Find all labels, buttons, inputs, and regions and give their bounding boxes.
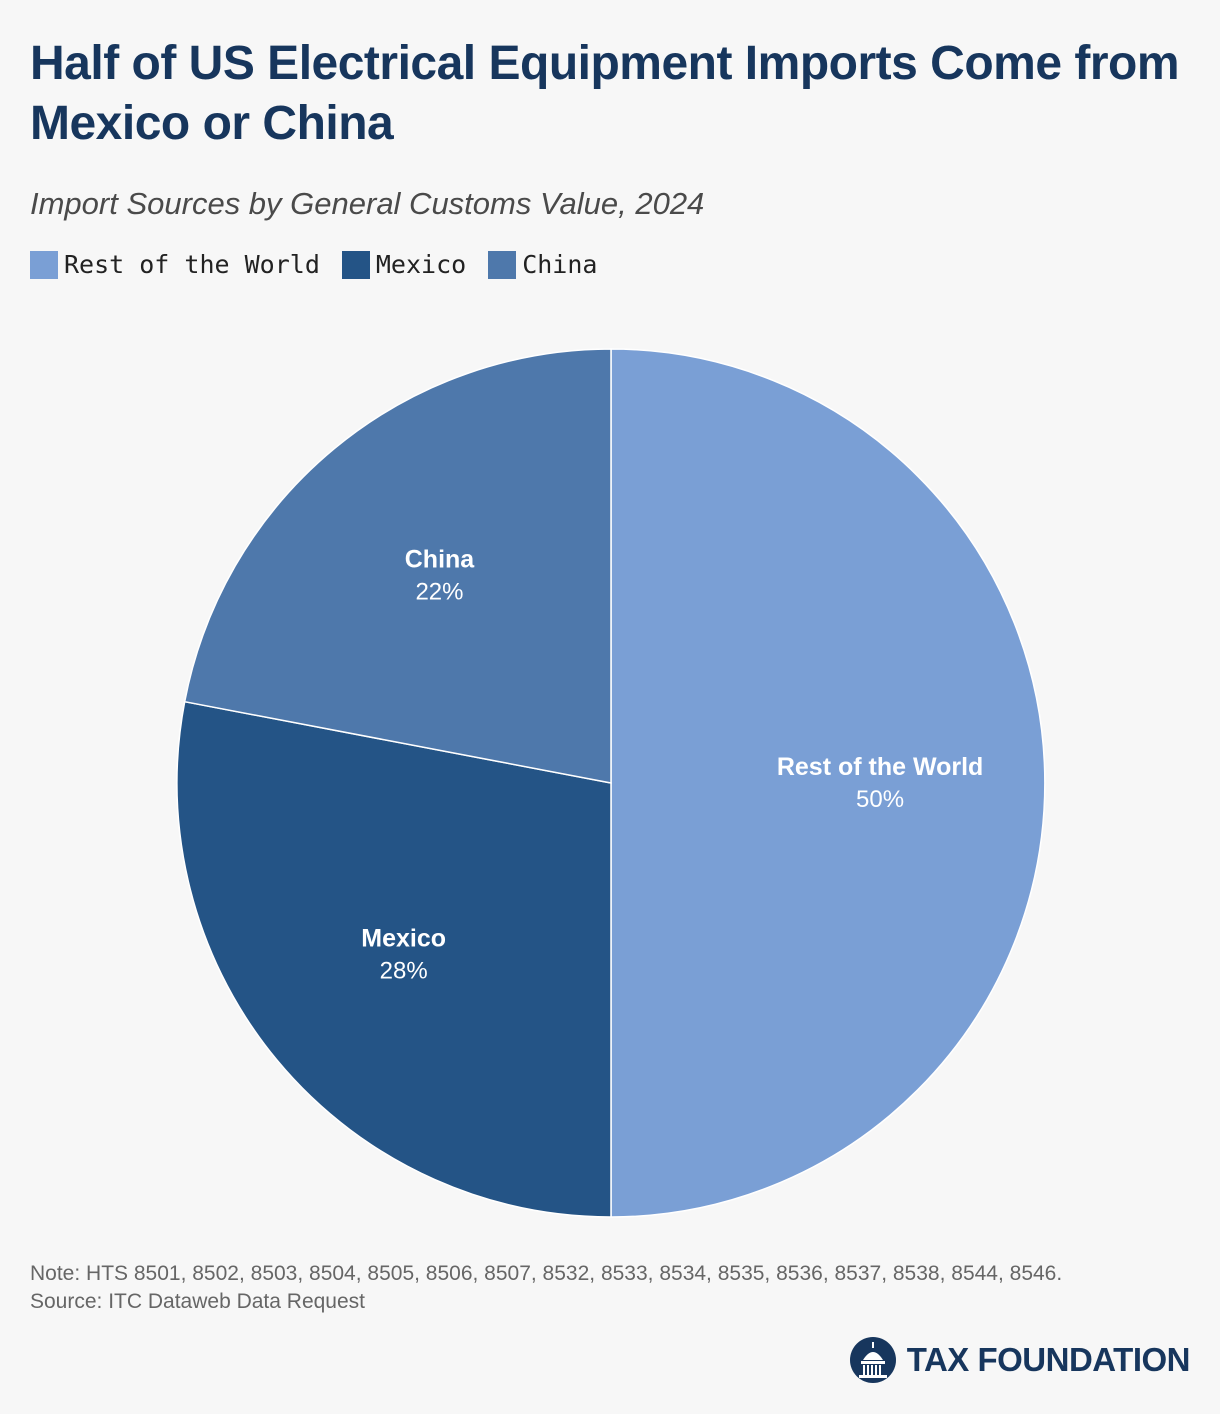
- slice-value-rest-of-the-world: 50%: [856, 786, 904, 813]
- legend-swatch-mexico: [341, 250, 370, 279]
- legend-swatch-rest-of-world: [30, 250, 58, 279]
- slice-value-china: 22%: [415, 579, 463, 606]
- slice-label-china: China: [405, 546, 476, 574]
- pie-slice-mexico: [176, 700, 612, 1218]
- legend-swatch-china: [488, 250, 517, 279]
- pie-slice-rest-of-the-world: [610, 348, 1046, 1218]
- slice-value-mexico: 28%: [380, 958, 428, 985]
- slice-label-mexico: Mexico: [361, 925, 446, 953]
- legend-label-mexico: Mexico: [375, 250, 467, 279]
- logo-text: TAX FOUNDATION: [906, 1341, 1191, 1378]
- legend-item-china: China: [488, 250, 597, 279]
- chart-title: Half of US Electrical Equipment Imports …: [30, 37, 1180, 150]
- chart-legend: Rest of the World Mexico China: [30, 250, 619, 279]
- legend-item-mexico: Mexico: [341, 250, 467, 279]
- slice-label-rest-of-the-world: Rest of the World: [777, 753, 983, 781]
- tax-foundation-logo: TAX FOUNDATION: [849, 1336, 1191, 1384]
- pie-chart: Rest of the World 50% Mexico 28% China 22%: [176, 348, 1046, 1218]
- note-text: Note: HTS 8501, 8502, 8503, 8504, 8505, …: [30, 1262, 1063, 1285]
- legend-label-rest-of-world: Rest of the World: [64, 250, 320, 279]
- chart-footnote: Note: HTS 8501, 8502, 8503, 8504, 8505, …: [30, 1260, 1062, 1316]
- legend-item-rest-of-world: Rest of the World: [30, 250, 320, 279]
- chart-subtitle: Import Sources by General Customs Value,…: [30, 186, 705, 221]
- capitol-dome-icon: [849, 1337, 896, 1383]
- pie-slice-china: [183, 348, 612, 784]
- legend-label-china: China: [522, 250, 598, 279]
- source-text: Source: ITC Dataweb Data Request: [30, 1290, 365, 1313]
